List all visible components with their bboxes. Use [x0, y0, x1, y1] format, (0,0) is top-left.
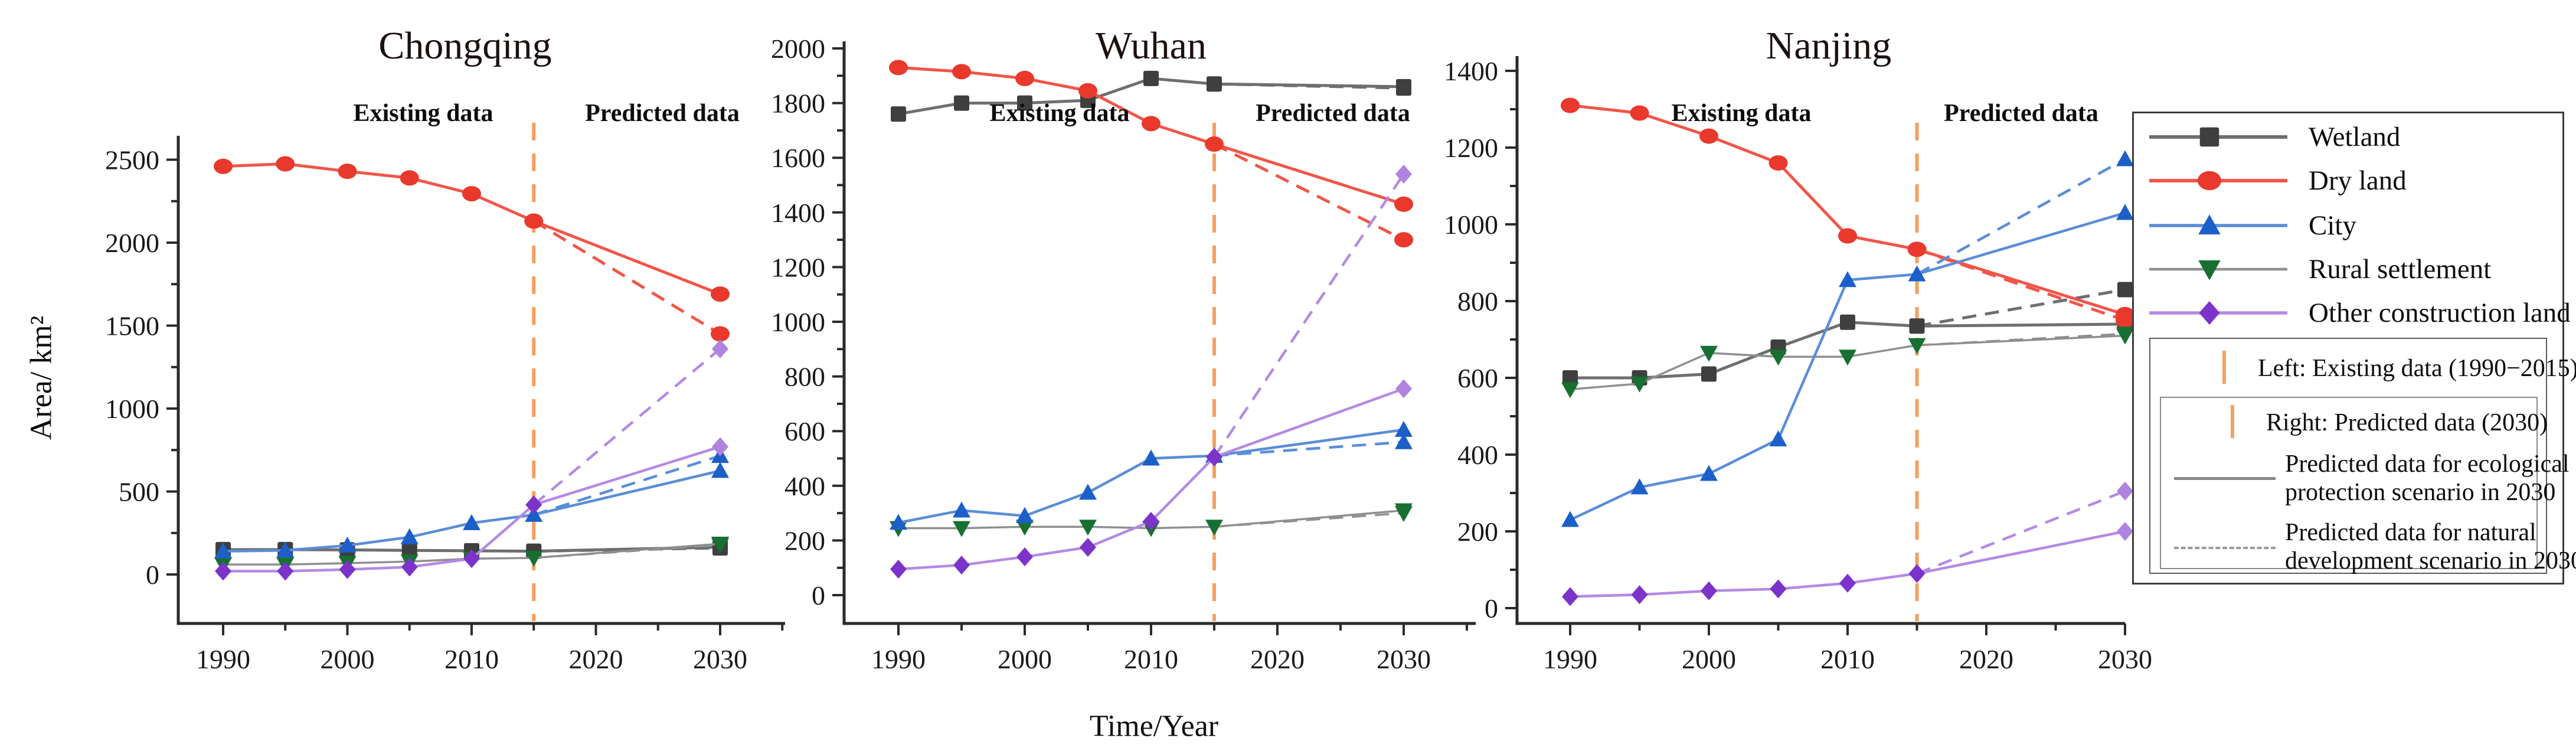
- zone-label-predicted-wuhan: Predicted data: [1256, 100, 1410, 127]
- dry-land-line-marker-icon: [2145, 163, 2292, 198]
- svg-text:1800: 1800: [771, 89, 825, 119]
- legend-note-eco-line2: protection scenario in 2030: [2285, 479, 2556, 506]
- svg-text:2020: 2020: [1959, 644, 2013, 674]
- svg-text:200: 200: [1457, 517, 1498, 547]
- chart-nanjing: 0 200 400 600 800 1000 1200 1400 1990 2000 2010 202…: [1444, 56, 2152, 674]
- ecological-solid-line-icon: [2174, 477, 2276, 480]
- svg-text:1600: 1600: [771, 143, 825, 173]
- svg-text:600: 600: [784, 416, 825, 446]
- svg-text:2030: 2030: [1377, 644, 1431, 674]
- svg-text:400: 400: [1457, 440, 1498, 470]
- legend-item-wetland: Wetland: [2145, 118, 2400, 156]
- chart-title-wuhan: Wuhan: [1096, 24, 1207, 67]
- svg-text:1990: 1990: [1543, 644, 1597, 674]
- svg-text:1500: 1500: [105, 311, 159, 341]
- legend-item-rural-settlement: Rural settlement: [2145, 250, 2491, 288]
- rural-settlement-line-marker-icon: [2145, 252, 2292, 287]
- chart-chongqing: 0 500 1000 1500 2000 2500 1990 2000 2010 2020 2030: [105, 123, 785, 674]
- svg-text:1200: 1200: [1444, 133, 1498, 163]
- legend-note-eco-line1: Predicted data for ecological: [2285, 450, 2570, 478]
- svg-text:2500: 2500: [105, 145, 159, 175]
- legend-scenarios-box: Right: Predicted data (2030) Predicted d…: [2160, 397, 2576, 574]
- chart-wuhan: 0 200 400 600 800 1000 1200 1400 1600 1800 2000 199…: [771, 34, 1476, 674]
- svg-text:0: 0: [1485, 593, 1498, 623]
- chart-title-chongqing: Chongqing: [378, 24, 552, 67]
- legend-label-city: City: [2309, 210, 2356, 241]
- legend-item-city: City: [2145, 207, 2356, 244]
- legend-item-other-construction-land: Other construction land: [2145, 294, 2571, 332]
- svg-text:1400: 1400: [1444, 56, 1498, 86]
- legend-item-dry-land: Dry land: [2145, 162, 2407, 200]
- zone-label-existing-wuhan: Existing data: [989, 100, 1130, 127]
- svg-text:2000: 2000: [771, 34, 825, 64]
- svg-text:2000: 2000: [321, 644, 375, 674]
- svg-text:600: 600: [1457, 363, 1498, 393]
- svg-text:1200: 1200: [771, 252, 825, 282]
- svg-text:2000: 2000: [1682, 644, 1736, 674]
- svg-text:1990: 1990: [871, 644, 926, 674]
- svg-text:1000: 1000: [771, 307, 825, 337]
- natural-dashed-line-icon: [2174, 547, 2276, 549]
- legend-note-nat-line1: Predicted data for natural: [2285, 519, 2536, 546]
- svg-text:500: 500: [119, 477, 159, 507]
- legend-note-left: Left: Existing data (1990−2015): [2258, 355, 2576, 382]
- svg-text:2000: 2000: [998, 644, 1052, 674]
- legend-label-rural-settlement: Rural settlement: [2309, 254, 2492, 285]
- svg-text:2030: 2030: [2098, 644, 2152, 674]
- zone-label-predicted-chongqing: Predicted data: [585, 100, 740, 127]
- svg-text:400: 400: [784, 471, 825, 501]
- svg-text:1990: 1990: [196, 644, 250, 674]
- svg-text:2010: 2010: [1820, 644, 1875, 674]
- x-axis-title: Time/Year: [1089, 709, 1219, 743]
- legend-note-nat-line2: development scenario in 2030: [2285, 547, 2576, 574]
- legend-label-other-construction-land: Other construction land: [2309, 298, 2571, 328]
- svg-text:2030: 2030: [693, 644, 747, 674]
- svg-text:0: 0: [812, 580, 825, 610]
- svg-text:0: 0: [146, 560, 159, 590]
- svg-text:2000: 2000: [105, 228, 159, 258]
- zone-label-predicted-nanjing: Predicted data: [1944, 100, 2098, 127]
- legend-note-right: Right: Predicted data (2030): [2266, 409, 2548, 436]
- svg-text:1000: 1000: [1444, 210, 1498, 240]
- svg-text:800: 800: [784, 362, 825, 392]
- svg-text:2010: 2010: [444, 644, 499, 674]
- svg-text:1000: 1000: [105, 394, 159, 424]
- divider-tick-left-icon: [2222, 351, 2226, 384]
- wetland-line-marker-icon: [2145, 119, 2292, 155]
- legend-label-wetland: Wetland: [2309, 122, 2401, 152]
- svg-text:2020: 2020: [1250, 644, 1305, 674]
- zone-label-existing-nanjing: Existing data: [1671, 100, 1812, 127]
- chart-title-nanjing: Nanjing: [1766, 24, 1892, 67]
- y-axis-title: Area/ km²: [24, 315, 58, 440]
- city-line-marker-icon: [2145, 208, 2292, 243]
- legend-notes-box: Left: Existing data (1990−2015) Right: P…: [2149, 338, 2576, 574]
- legend-panel: Wetland Dry land City Rural settlement O…: [2132, 112, 2576, 585]
- svg-text:2010: 2010: [1124, 644, 1178, 674]
- svg-text:1400: 1400: [771, 198, 825, 228]
- svg-text:2020: 2020: [569, 644, 623, 674]
- svg-text:800: 800: [1457, 286, 1498, 316]
- other-construction-land-line-marker-icon: [2145, 295, 2292, 331]
- svg-text:200: 200: [784, 525, 825, 556]
- legend-label-dry-land: Dry land: [2309, 165, 2407, 196]
- zone-label-existing-chongqing: Existing data: [353, 100, 493, 127]
- divider-tick-right-icon: [2231, 405, 2234, 438]
